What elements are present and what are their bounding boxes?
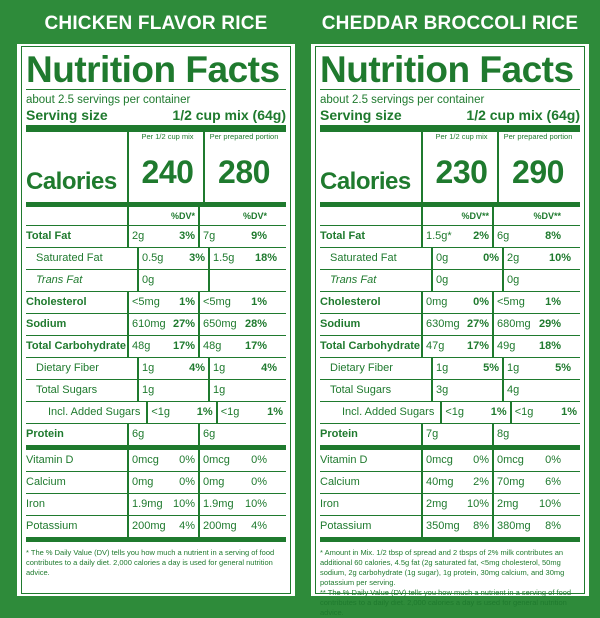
nutrient-row: Iron 1.9mg 10% 1.9mg 10% [26, 494, 286, 516]
nutrient-row: Potassium 350mg 8% 380mg 8% [320, 516, 580, 542]
dv-head-prepared: %DV* [242, 211, 267, 221]
nutrition-label: Nutrition Facts about 2.5 servings per c… [17, 44, 295, 596]
col-head-mix: Per 1/2 cup mix [435, 132, 488, 141]
nutrient-row: Iron 2mg 10% 2mg 10% [320, 494, 580, 516]
nutrient-row: Potassium 200mg 4% 200mg 4% [26, 516, 286, 542]
nutrient-row: Sodium 610mg 27% 650mg 28% [26, 314, 286, 336]
nutrient-row: Protein 6g 6g [26, 424, 286, 450]
footnote-amount-in-mix: * Amount in Mix. 1/2 tbsp of spread and … [320, 548, 565, 587]
nutrient-row: Calcium 0mg 0% 0mg 0% [26, 472, 286, 494]
nutrient-row: Incl. Added Sugars <1g 1% <1g 1% [320, 402, 580, 424]
nutrient-row: Trans Fat 0g 0g [320, 270, 580, 292]
serving-size: Serving size 1/2 cup mix (64g) [320, 107, 580, 123]
col-head-mix: Per 1/2 cup mix [141, 132, 194, 141]
calories-col-prepared: Per prepared portion 290 [497, 132, 574, 202]
nutrient-row: Saturated Fat 0g 0% 2g 10% [320, 248, 580, 270]
serving-size-value: 1/2 cup mix (64g) [172, 107, 286, 123]
calories-mix: 230 [435, 154, 488, 190]
nutrient-row: Calcium 40mg 2% 70mg 6% [320, 472, 580, 494]
nutrition-facts-heading: Nutrition Facts [26, 49, 280, 90]
footnote: * Amount in Mix. 1/2 tbsp of spread and … [320, 548, 580, 618]
calories-prepared: 280 [218, 154, 270, 190]
footnote-daily-value: ** The % Daily Value (DV) tells you how … [320, 588, 572, 617]
dv-head-prepared: %DV** [533, 211, 561, 221]
nutrition-label: Nutrition Facts about 2.5 servings per c… [311, 44, 589, 617]
col-head-prepared: Per prepared portion [209, 132, 279, 141]
calories-col-mix: Per 1/2 cup mix 230 [421, 132, 497, 202]
nutrient-row: Sodium 630mg 27% 680mg 29% [320, 314, 580, 336]
serving-size-label: Serving size [320, 107, 402, 123]
nutrient-row: Cholesterol 0mg 0% <5mg 1% [320, 292, 580, 314]
calories-label: Calories [26, 168, 117, 195]
nutrient-row: Saturated Fat 0.5g 3% 1.5g 18% [26, 248, 286, 270]
product-title: CHICKEN FLAVOR RICE [44, 13, 268, 34]
servings-per-container: about 2.5 servings per container [320, 94, 485, 106]
panel-chicken-flavor-rice: CHICKEN FLAVOR RICE Nutrition Facts abou… [17, 0, 295, 596]
nutrient-row: Protein 7g 8g [320, 424, 580, 450]
calories-col-mix: Per 1/2 cup mix 240 [127, 132, 203, 202]
nutrient-row: Total Sugars 3g 4g [320, 380, 580, 402]
nutrient-row: Total Carbohydrate 48g 17% 48g 17% [26, 336, 286, 358]
footnote: * The % Daily Value (DV) tells you how m… [26, 548, 275, 577]
nutrition-comparison: CHICKEN FLAVOR RICE Nutrition Facts abou… [17, 0, 589, 617]
nutrient-row: Total Fat 1.5g* 2% 6g 8% [320, 226, 580, 248]
dv-head-mix: %DV* [170, 211, 195, 221]
nutrient-row: Vitamin D 0mcg 0% 0mcg 0% [26, 450, 286, 472]
nutrient-row: Trans Fat 0g [26, 270, 286, 292]
nutrient-row: Dietary Fiber 1g 5% 1g 5% [320, 358, 580, 380]
dv-header-row: %DV* %DV* [26, 207, 286, 226]
product-title: CHEDDAR BROCCOLI RICE [321, 13, 579, 34]
serving-size: Serving size 1/2 cup mix (64g) [26, 107, 286, 123]
calories-label: Calories [320, 168, 411, 195]
calories-prepared: 290 [512, 154, 564, 190]
panel-cheddar-broccoli-rice: CHEDDAR BROCCOLI RICE Nutrition Facts ab… [311, 0, 589, 617]
nutrient-row: Dietary Fiber 1g 4% 1g 4% [26, 358, 286, 380]
calories-col-prepared: Per prepared portion 280 [203, 132, 280, 202]
serving-size-label: Serving size [26, 107, 108, 123]
col-head-prepared: Per prepared portion [503, 132, 573, 141]
nutrient-row: Total Sugars 1g 1g [26, 380, 286, 402]
dv-header-row: %DV** %DV** [320, 207, 580, 226]
calories-block: Calories Per 1/2 cup mix 240 Per prepare… [26, 132, 286, 207]
nutrient-row: Total Carbohydrate 47g 17% 49g 18% [320, 336, 580, 358]
calories-block: Calories Per 1/2 cup mix 230 Per prepare… [320, 132, 580, 207]
nutrient-row: Incl. Added Sugars <1g 1% <1g 1% [26, 402, 286, 424]
nutrition-facts-heading: Nutrition Facts [320, 49, 574, 90]
serving-size-value: 1/2 cup mix (64g) [466, 107, 580, 123]
dv-head-mix: %DV** [461, 211, 489, 221]
nutrient-row: Cholesterol <5mg 1% <5mg 1% [26, 292, 286, 314]
nutrient-row: Vitamin D 0mcg 0% 0mcg 0% [320, 450, 580, 472]
nutrient-row: Total Fat 2g 3% 7g 9% [26, 226, 286, 248]
calories-mix: 240 [141, 154, 194, 190]
servings-per-container: about 2.5 servings per container [26, 94, 191, 106]
